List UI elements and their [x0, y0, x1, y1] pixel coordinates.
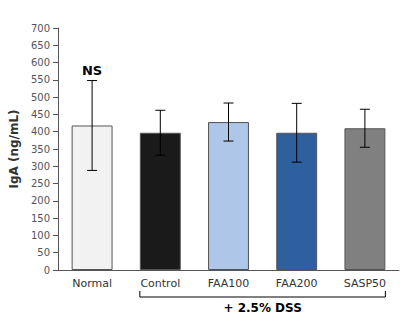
svg-text:150: 150: [31, 213, 50, 224]
svg-text:450: 450: [31, 109, 50, 120]
svg-text:350: 350: [31, 144, 50, 155]
svg-text:+ 2.5% DSS: + 2.5% DSS: [223, 301, 301, 315]
svg-text:550: 550: [31, 74, 50, 85]
svg-text:600: 600: [31, 57, 50, 68]
svg-text:650: 650: [31, 40, 50, 51]
svg-text:300: 300: [31, 161, 50, 172]
svg-text:100: 100: [31, 230, 50, 241]
svg-text:50: 50: [37, 247, 50, 258]
svg-text:IgA (ng/mL): IgA (ng/mL): [7, 109, 21, 188]
svg-text:FAA100: FAA100: [208, 277, 250, 290]
svg-text:500: 500: [31, 92, 50, 103]
svg-text:NS: NS: [82, 63, 102, 78]
svg-text:250: 250: [31, 178, 50, 189]
svg-text:Normal: Normal: [72, 277, 112, 290]
svg-text:700: 700: [31, 23, 50, 34]
svg-text:FAA200: FAA200: [276, 277, 318, 290]
svg-text:400: 400: [31, 126, 50, 137]
svg-text:SASP50: SASP50: [344, 277, 386, 290]
svg-text:0: 0: [44, 265, 50, 276]
svg-text:Control: Control: [140, 277, 180, 290]
svg-text:200: 200: [31, 195, 50, 206]
